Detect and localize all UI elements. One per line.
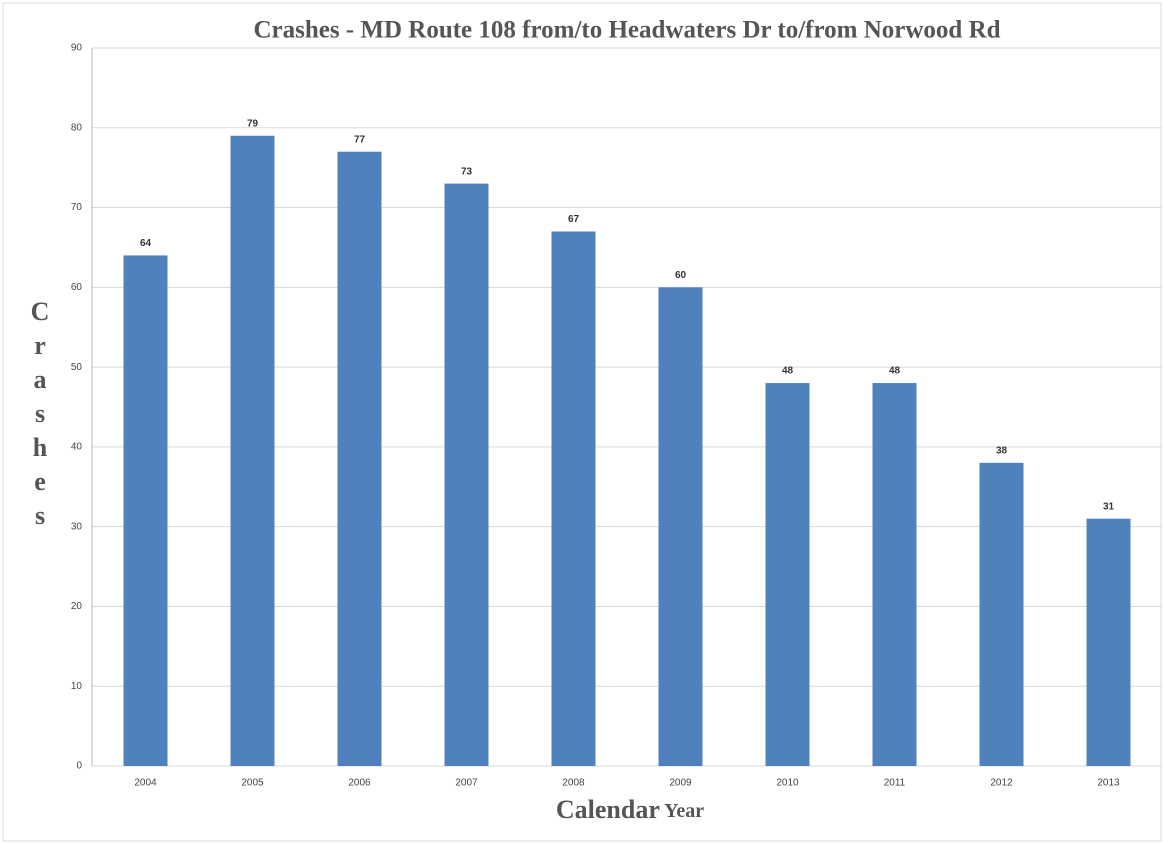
bar — [658, 287, 703, 766]
value-label: 79 — [247, 118, 259, 129]
x-axis-label: Calendar Year — [556, 795, 704, 824]
bar — [979, 462, 1024, 766]
value-label: 38 — [996, 445, 1008, 456]
bar — [551, 231, 596, 766]
x-tick-label: 2005 — [241, 778, 264, 789]
value-label: 31 — [1103, 501, 1115, 512]
value-label: 48 — [782, 366, 794, 377]
x-tick-label: 2008 — [562, 778, 585, 789]
bar — [872, 383, 917, 766]
bar — [765, 383, 810, 766]
bar — [337, 151, 382, 766]
x-tick-label: 2013 — [1097, 778, 1120, 789]
y-tick-label: 50 — [71, 362, 83, 373]
y-tick-label: 30 — [71, 521, 83, 532]
value-label: 73 — [461, 166, 473, 177]
y-tick-label: 60 — [71, 282, 83, 293]
x-tick-label: 2010 — [776, 778, 799, 789]
value-label: 77 — [354, 134, 366, 145]
bar — [123, 255, 168, 766]
bar — [230, 135, 275, 766]
value-label: 67 — [568, 214, 580, 225]
value-label: 64 — [140, 238, 152, 249]
x-tick-label: 2006 — [348, 778, 371, 789]
x-tick-label: 2007 — [455, 778, 478, 789]
y-tick-label: 10 — [71, 681, 83, 692]
value-label: 48 — [889, 366, 901, 377]
y-tick-label: 20 — [71, 601, 83, 612]
y-tick-label: 90 — [71, 43, 83, 54]
chart-title: Crashes - MD Route 108 from/to Headwater… — [253, 17, 1000, 44]
bar — [444, 183, 489, 767]
x-tick-label: 2009 — [669, 778, 692, 789]
x-tick-label: 2004 — [134, 778, 157, 789]
y-tick-label: 40 — [71, 442, 83, 453]
y-tick-label: 80 — [71, 122, 83, 133]
x-tick-label: 2012 — [990, 778, 1013, 789]
bar — [1086, 518, 1131, 766]
y-tick-label: 0 — [76, 761, 82, 772]
value-label: 60 — [675, 270, 687, 281]
y-tick-label: 70 — [71, 202, 83, 213]
x-tick-label: 2011 — [884, 778, 906, 789]
